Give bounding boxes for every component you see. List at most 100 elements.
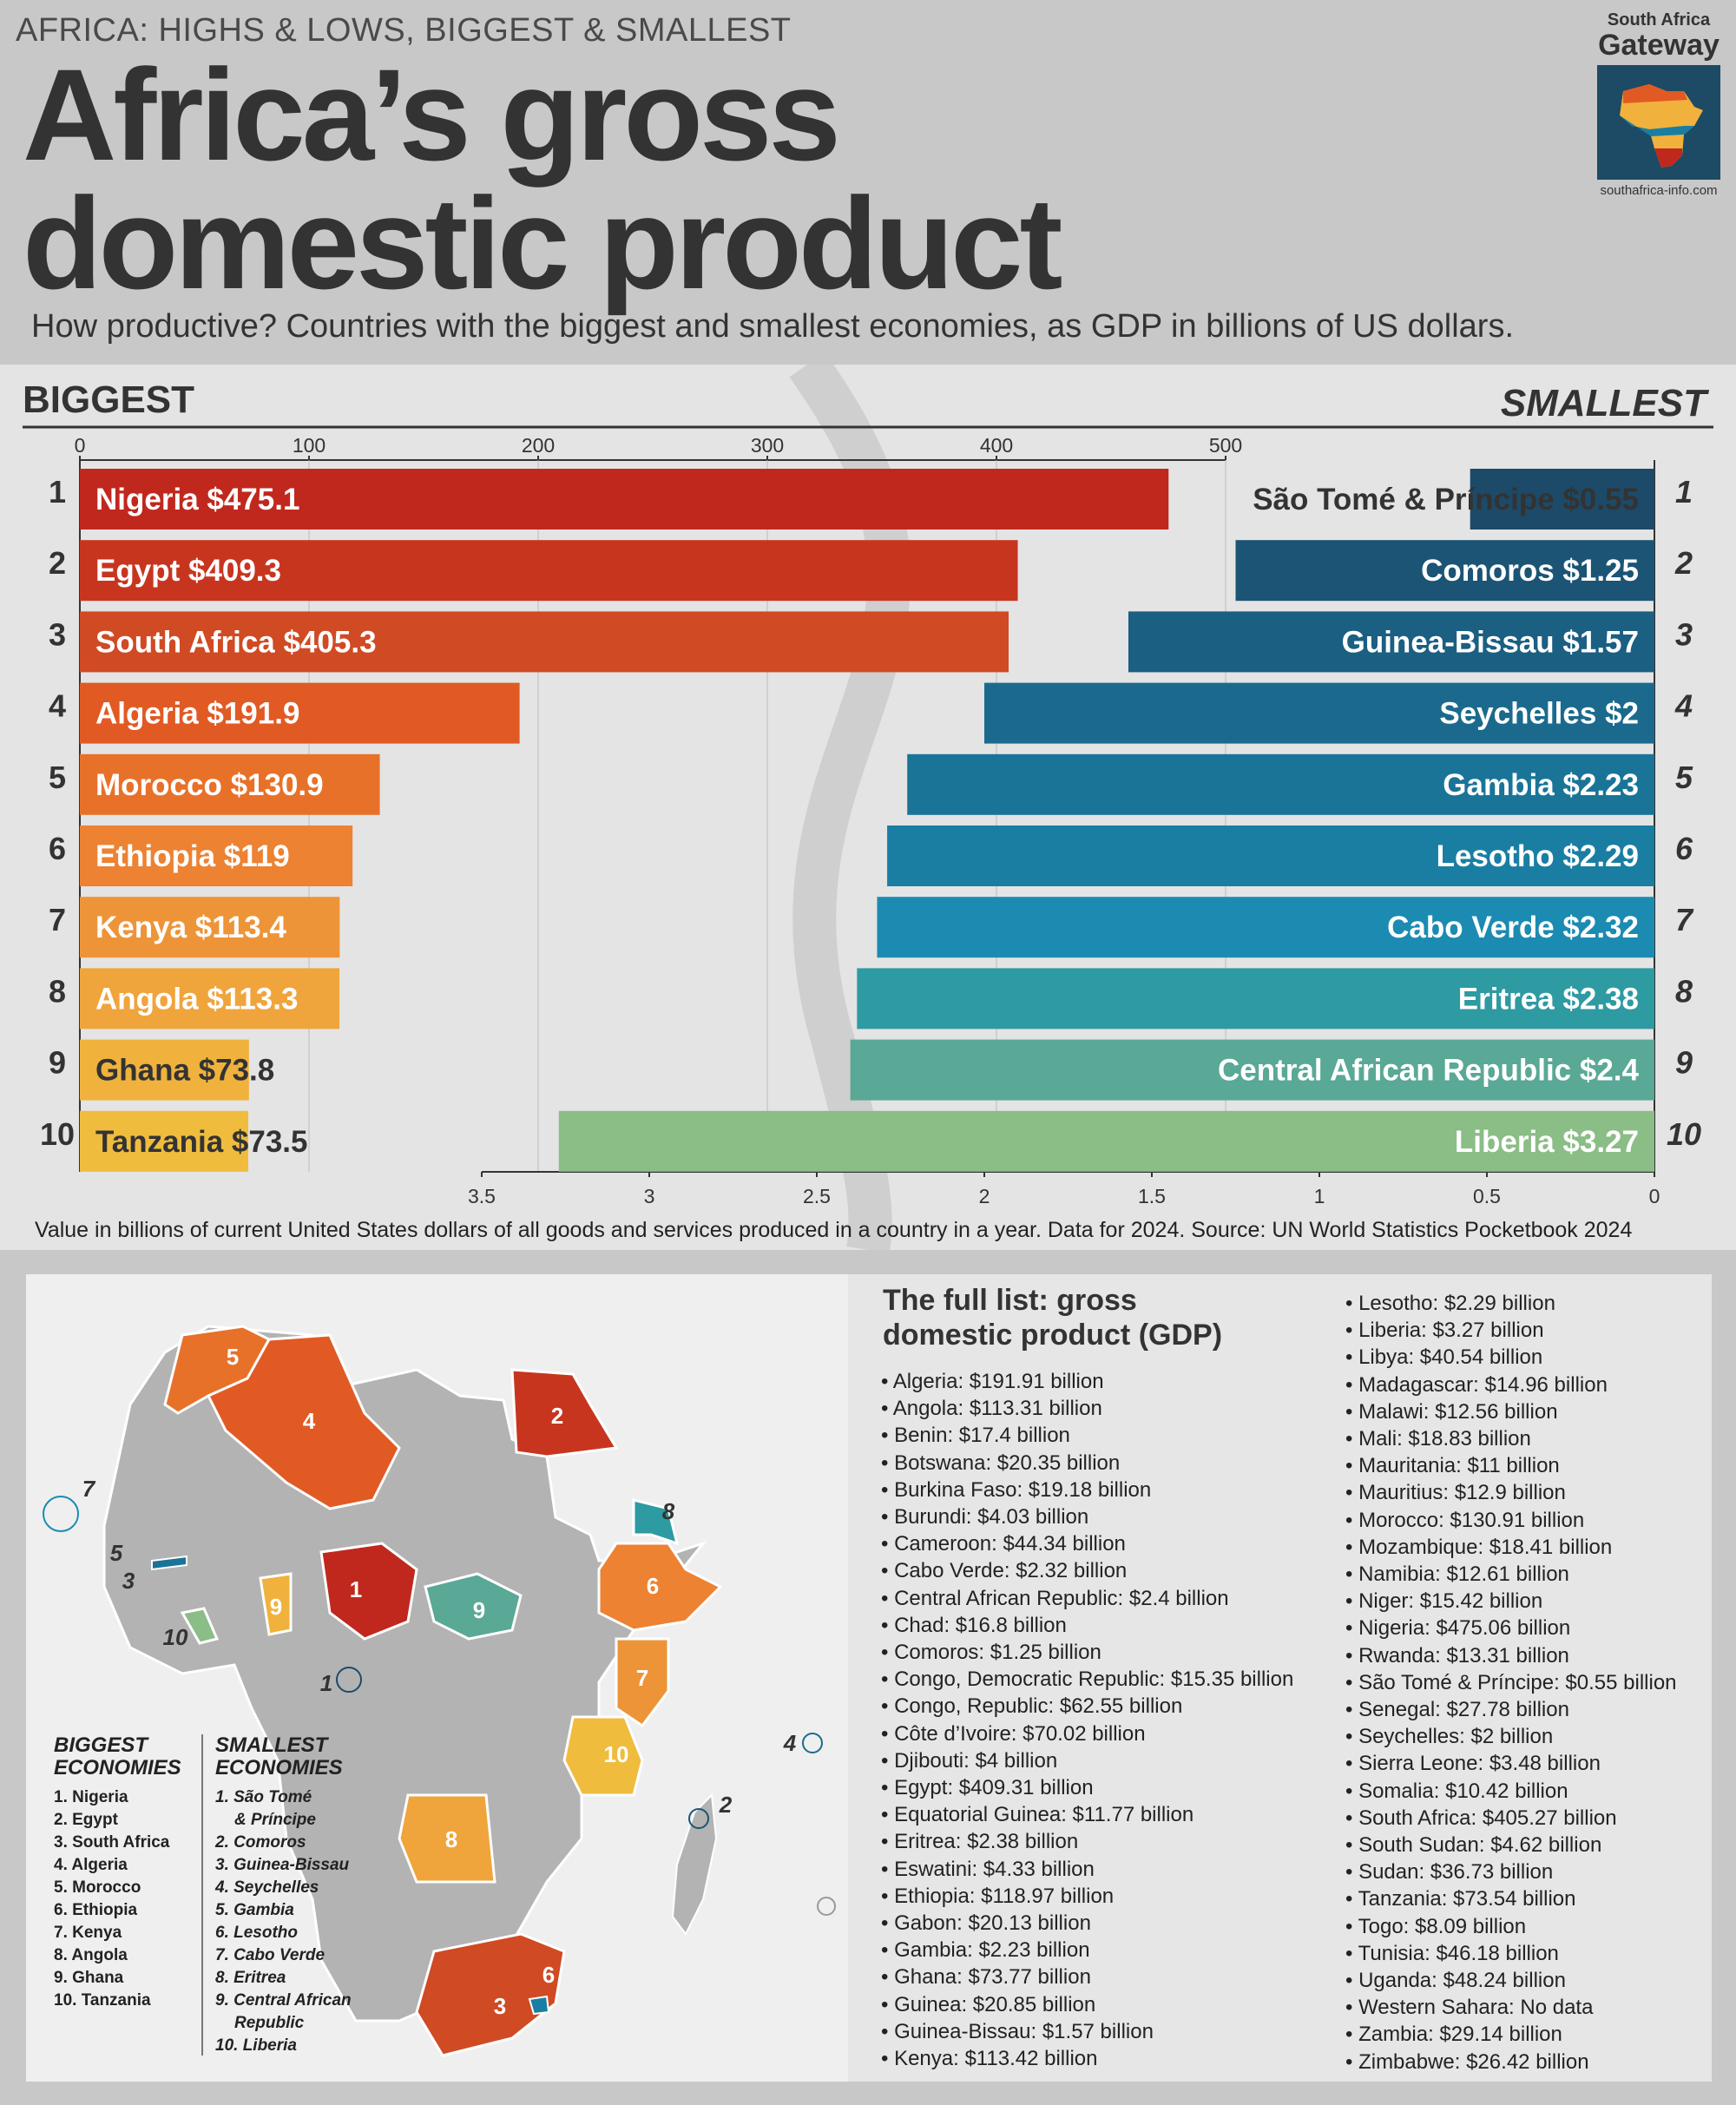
- biggest-bar-label-1: Nigeria $475.1: [95, 483, 299, 516]
- smallest-tick-label: 1.5: [1138, 1185, 1166, 1207]
- gdp-list-item: • Gabon: $20.13 billion: [881, 1911, 1091, 1936]
- map-number-nigeria: 1: [350, 1576, 362, 1602]
- map-number-ghana: 9: [270, 1594, 282, 1620]
- gdp-list-item: • Tanzania: $73.54 billion: [1345, 1887, 1576, 1911]
- gdp-list-item: • South Sudan: $4.62 billion: [1345, 1833, 1602, 1858]
- biggest-bar-label-5: Morocco $130.9: [95, 768, 324, 802]
- smallest-rank-8: 8: [1675, 973, 1693, 1009]
- legend-smallest-item: 1. São Tomé: [215, 1788, 312, 1806]
- legend-smallest-item: 9. Central African: [215, 1991, 352, 2010]
- map-ghana: [259, 1572, 293, 1636]
- smallest-bar-5: [907, 753, 1654, 815]
- biggest-bar-label-10: Tanzania $73.5: [95, 1125, 307, 1159]
- gdp-list-item: • Senegal: $27.78 billion: [1345, 1698, 1569, 1722]
- biggest-bar-label-9: Ghana $73.8: [95, 1054, 274, 1088]
- legend-smallest-item: 7. Cabo Verde: [215, 1946, 326, 1964]
- smallest-bar-label-6: Lesotho $2.29: [1437, 839, 1639, 873]
- map-car: [424, 1572, 523, 1641]
- biggest-bar-label-7: Kenya $113.4: [95, 911, 286, 944]
- legend-biggest-item: 8. Angola: [54, 1946, 128, 1964]
- gdp-list-item: • Mozambique: $18.41 billion: [1345, 1535, 1613, 1559]
- logo-line-2: Gateway: [1598, 29, 1720, 62]
- title-line-1: Africa’s gross: [23, 42, 841, 187]
- gdp-list-item: • Zambia: $29.14 billion: [1345, 2023, 1562, 2047]
- biggest-bar-label-3: South Africa $405.3: [95, 625, 377, 659]
- gdp-list-item: • Cameroon: $44.34 billion: [881, 1532, 1126, 1556]
- biggest-rank-8: 8: [49, 973, 66, 1009]
- legend-smallest-title-2: ECONOMIES: [215, 1756, 343, 1779]
- gdp-list-item: • Benin: $17.4 billion: [881, 1424, 1070, 1448]
- logo-line-1: South Africa: [1607, 10, 1711, 30]
- gdp-list-item: • Mali: $18.83 billion: [1345, 1427, 1531, 1451]
- smallest-tick-label: 0: [1649, 1185, 1660, 1207]
- map-number-south-africa: 3: [494, 1993, 506, 2019]
- gdp-list-item: • Eswatini: $4.33 billion: [881, 1857, 1095, 1881]
- map-number-gambia: 5: [110, 1540, 123, 1566]
- gdp-list-item: • Madagascar: $14.96 billion: [1345, 1372, 1608, 1397]
- gdp-list-item: • Morocco: $130.91 billion: [1345, 1508, 1585, 1532]
- gdp-list-item: • Mauritius: $12.9 billion: [1345, 1481, 1566, 1505]
- title-line-2: domestic product: [23, 170, 1062, 316]
- biggest-bar-4: [80, 682, 520, 744]
- biggest-tick-label: 0: [75, 434, 86, 457]
- gdp-list-item: • Uganda: $48.24 billion: [1345, 1969, 1566, 1993]
- subtitle: How productive? Countries with the bigge…: [31, 308, 1515, 345]
- map-number-car: 9: [473, 1597, 485, 1623]
- biggest-bar-label-6: Ethiopia $119: [95, 839, 290, 873]
- gdp-list-item: • Egypt: $409.31 billion: [881, 1776, 1094, 1800]
- gdp-list-item: • Chad: $16.8 billion: [881, 1613, 1067, 1637]
- map-number-egypt: 2: [551, 1403, 563, 1429]
- biggest-tick-label: 400: [980, 434, 1013, 457]
- smallest-rank-4: 4: [1674, 688, 1693, 724]
- legend-smallest-title-1: SMALLEST: [215, 1733, 328, 1757]
- gdp-list-item: • Burundi: $4.03 billion: [881, 1505, 1089, 1529]
- biggest-rank-1: 1: [49, 474, 66, 510]
- smallest-bar-4: [984, 682, 1654, 744]
- smallest-bar-label-2: Comoros $1.25: [1421, 554, 1639, 588]
- biggest-rank-4: 4: [49, 688, 66, 724]
- biggest-tick-label: 300: [751, 434, 784, 457]
- gdp-list-item: • Lesotho: $2.29 billion: [1345, 1292, 1555, 1315]
- biggest-rank-9: 9: [49, 1045, 66, 1081]
- map-nigeria: [319, 1542, 418, 1641]
- biggest-bar-2: [80, 540, 1018, 602]
- legend-biggest-item: 4. Algeria: [54, 1856, 128, 1874]
- smallest-tick-label: 2.5: [803, 1185, 831, 1207]
- gdp-list-item: • South Africa: $405.27 billion: [1345, 1806, 1617, 1830]
- biggest-tick-label: 500: [1209, 434, 1242, 457]
- map-number-liberia: 10: [163, 1624, 188, 1650]
- map-number-algeria: 4: [303, 1408, 316, 1434]
- biggest-bar-7: [80, 897, 340, 958]
- gdp-list-item: • Rwanda: $13.31 billion: [1345, 1643, 1569, 1668]
- biggest-bar-9: [80, 1039, 249, 1101]
- africa-map-svg: 1 2 3 4 5 6 7 8 9 10 9 6 7 8 5 3 10 1 4 …: [43, 1325, 836, 2057]
- smallest-bar-label-3: Guinea-Bissau $1.57: [1342, 625, 1639, 659]
- biggest-rank-3: 3: [49, 616, 66, 652]
- legend-biggest: BIGGEST ECONOMIES 1. Nigeria 2. Egypt 3. So…: [54, 1734, 181, 2012]
- gdp-list-item: • Malawi: $12.56 billion: [1345, 1399, 1558, 1424]
- legend-smallest-item: 10. Liberia: [215, 2036, 297, 2055]
- full-list-column-1: • Algeria: $191.91 billion • Angola: $113…: [881, 1368, 1293, 2072]
- smallest-bar-7: [877, 897, 1654, 958]
- gdp-list-item: • Mauritania: $11 billion: [1345, 1454, 1560, 1478]
- map-algeria: [206, 1333, 401, 1510]
- smallest-bar-6: [887, 826, 1654, 886]
- smallest-bar-label-8: Eritrea $2.38: [1458, 982, 1639, 1016]
- smallest-bar-2: [1235, 540, 1654, 602]
- legend-biggest-title-1: BIGGEST: [54, 1733, 148, 1757]
- legend-smallest: SMALLEST ECONOMIES 1. São Tomé & Príncipe 2…: [215, 1734, 352, 2057]
- chart-title-smallest: SMALLEST: [1501, 382, 1709, 424]
- full-list-title: The full list: gross domestic product (G…: [883, 1283, 1222, 1352]
- map-number-guinea-bissau: 3: [122, 1568, 135, 1594]
- map-number-eritrea: 8: [662, 1498, 675, 1524]
- map-number-ethiopia: 6: [647, 1573, 659, 1599]
- smallest-bar-1: [1470, 469, 1654, 530]
- biggest-rank-2: 2: [49, 545, 66, 581]
- gdp-list-item: • São Tomé & Príncipe: $0.55 billion: [1345, 1670, 1677, 1694]
- smallest-rank-2: 2: [1674, 545, 1693, 581]
- legend-biggest-item: 7. Kenya: [54, 1924, 122, 1942]
- smallest-bar-label-4: Seychelles $2: [1439, 697, 1639, 731]
- page-title: Africa’s gross domestic product: [23, 42, 1062, 316]
- legend-biggest-item: 1. Nigeria: [54, 1788, 128, 1806]
- map-lesotho: [528, 1995, 550, 2016]
